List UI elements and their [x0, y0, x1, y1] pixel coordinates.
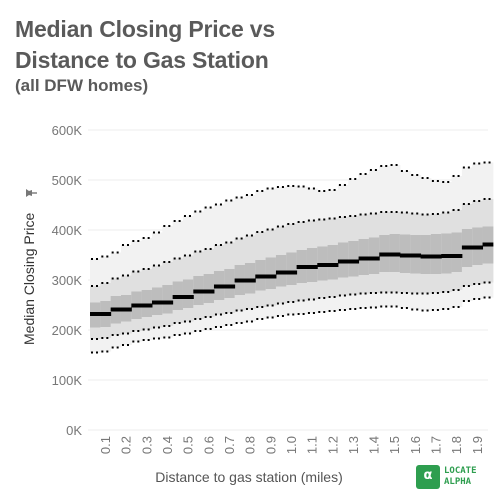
- band-p25-p75: [224, 269, 236, 298]
- y-tick-label: 500K: [52, 173, 83, 188]
- x-tick-label: 1.8: [449, 436, 464, 454]
- x-tick-label: 0.7: [222, 436, 237, 454]
- y-tick-label: 200K: [52, 323, 83, 338]
- x-tick-label: 1.3: [346, 436, 361, 454]
- x-axis-label: Distance to gas station (miles): [155, 469, 343, 485]
- brand-logo: α LOCATE ALPHA: [416, 464, 496, 492]
- x-axis-ticks: 0.1 0.2 0.3 0.4 0.5 0.6 0.7 0.8 0.9 1.0 1.1 1.2 1.3 1…: [98, 436, 485, 454]
- y-tick-label: 400K: [52, 223, 83, 238]
- x-tick-label: 1.6: [408, 436, 423, 454]
- y-tick-label: 600K: [52, 123, 83, 138]
- x-tick-label: 1.0: [284, 436, 299, 454]
- band-p25-p75: [286, 252, 298, 285]
- brand-logo-text: LOCATE ALPHA: [444, 466, 477, 488]
- x-tick-label: 1.9: [470, 436, 485, 454]
- x-tick-label: 0.8: [243, 436, 258, 454]
- pin-icon: [26, 189, 37, 197]
- y-tick-label: 300K: [52, 273, 83, 288]
- band-p25-p75: [430, 234, 442, 274]
- x-tick-label: 1.5: [387, 436, 402, 454]
- x-tick-label: 1.7: [429, 436, 444, 454]
- x-tick-label: 1.1: [305, 436, 320, 454]
- band-p25-p75: [368, 237, 380, 274]
- band-p25-p75: [451, 232, 463, 272]
- y-axis-label: Median Closing Price: [21, 213, 37, 345]
- band-p25-p75: [265, 257, 277, 289]
- x-tick-label: 1.2: [325, 436, 340, 454]
- band-p25-p75: [327, 245, 339, 280]
- chart-title-line1: Median Closing Price vs: [15, 16, 275, 42]
- whiskers: [91, 161, 492, 354]
- chart-subtitle: (all DFW homes): [15, 76, 149, 95]
- band-p25-p75: [162, 285, 174, 314]
- y-tick-label: 100K: [52, 373, 83, 388]
- band-p25-p75: [348, 241, 360, 277]
- x-tick-label: 0.6: [201, 436, 216, 454]
- y-tick-label: 0K: [66, 423, 82, 438]
- x-tick-label: 0.9: [263, 436, 278, 454]
- band-p25-p75: [244, 263, 256, 294]
- brand-logo-line1: LOCATE: [444, 466, 477, 476]
- x-tick-label: 0.1: [98, 436, 113, 454]
- x-tick-label: 0.4: [160, 436, 175, 454]
- band-p25-p75: [182, 279, 194, 308]
- medians: [90, 242, 494, 316]
- chart-title: Median Closing Price vs Distance to Gas …: [15, 14, 275, 76]
- band-p25-p75: [441, 233, 453, 274]
- x-tick-label: 0.3: [139, 436, 154, 454]
- brand-logo-line2: ALPHA: [444, 477, 472, 487]
- brand-logo-mark: α: [416, 465, 440, 489]
- y-axis-ticks: 0K 100K 200K 300K 400K 500K 600K: [52, 123, 83, 438]
- x-tick-label: 1.4: [367, 436, 382, 454]
- chart-title-line2: Distance to Gas Station: [15, 47, 269, 73]
- band-p25-p75: [203, 274, 215, 303]
- x-tick-label: 0.2: [119, 436, 134, 454]
- x-tick-label: 0.5: [181, 436, 196, 454]
